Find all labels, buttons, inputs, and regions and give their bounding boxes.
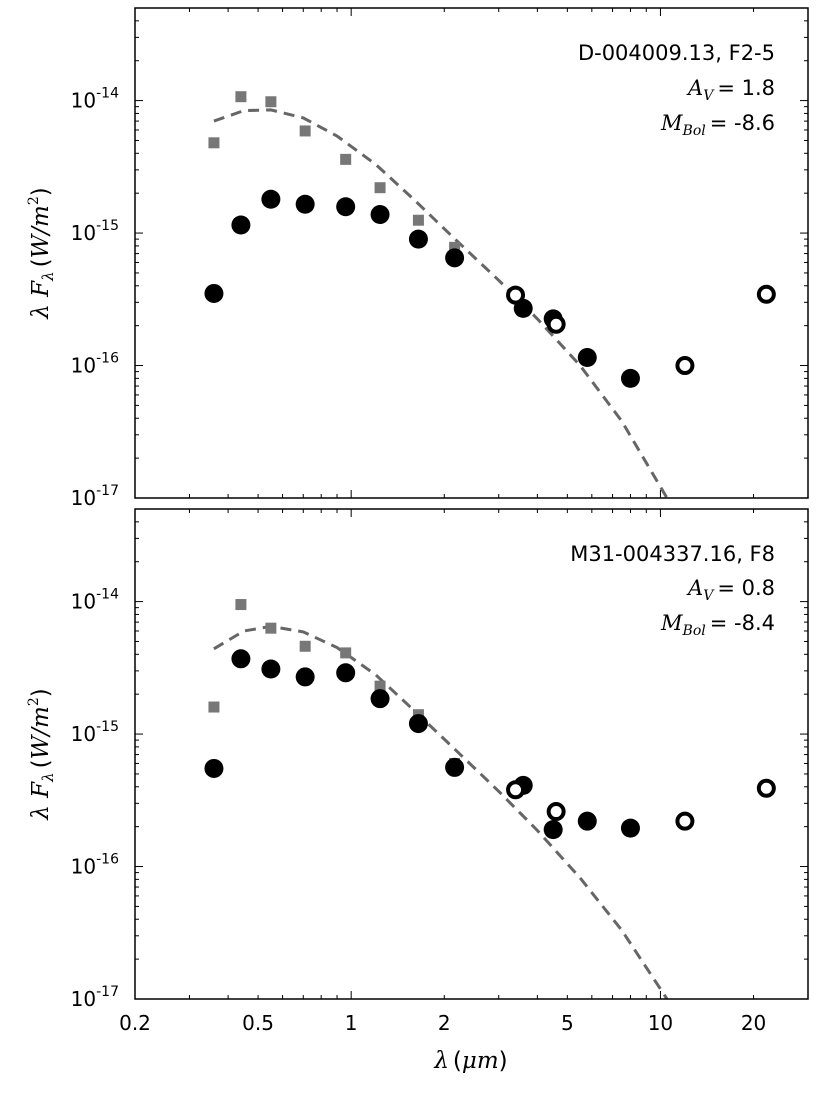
observed-point bbox=[261, 659, 281, 679]
ylabel-bottom: λ Fλ(W/m2) bbox=[26, 688, 57, 820]
dereddened-point bbox=[374, 182, 386, 194]
dereddened-point bbox=[340, 647, 352, 659]
observed-point bbox=[204, 283, 224, 303]
dereddened-point bbox=[299, 125, 311, 137]
x-tick-label: 10 bbox=[648, 1011, 673, 1035]
y-tick-label: 10-15 bbox=[71, 719, 119, 746]
y-tick-label: 10-16 bbox=[71, 852, 119, 879]
observed-point bbox=[408, 229, 428, 249]
wise-point bbox=[546, 802, 566, 822]
observed-point bbox=[204, 758, 224, 778]
annotation-av-bottom: AV = 0.8 bbox=[686, 576, 775, 604]
dereddened-point bbox=[340, 153, 352, 165]
dereddened-point bbox=[299, 640, 311, 652]
observed-point bbox=[620, 818, 640, 838]
observed-point bbox=[620, 368, 640, 388]
y-tick-label: 10-15 bbox=[71, 218, 119, 245]
y-tick-label: 10-16 bbox=[71, 351, 119, 378]
annotation-object-bottom: M31-004337.16, F8 bbox=[570, 542, 775, 566]
dereddened-point bbox=[374, 680, 386, 692]
xlabel: λ (μm) bbox=[433, 1048, 507, 1074]
observed-point bbox=[261, 189, 281, 209]
observed-point bbox=[445, 757, 465, 777]
wise-point bbox=[756, 284, 776, 304]
plot-frame-top bbox=[134, 7, 809, 499]
dereddened-point bbox=[208, 701, 220, 713]
ylabel-top: λ Fλ(W/m2) bbox=[26, 187, 57, 319]
wise-point bbox=[506, 780, 526, 800]
observed-point bbox=[336, 197, 356, 217]
dereddened-point bbox=[235, 599, 247, 611]
observed-point bbox=[295, 194, 315, 214]
y-tick-label: 10-17 bbox=[71, 483, 119, 510]
dereddened-point bbox=[208, 137, 220, 149]
observed-point bbox=[543, 820, 563, 840]
dereddened-point bbox=[265, 622, 277, 634]
observed-point bbox=[231, 215, 251, 235]
x-tick-label: 0.5 bbox=[242, 1011, 274, 1035]
y-tick-label: 10-14 bbox=[71, 86, 119, 113]
observed-point bbox=[370, 205, 390, 225]
x-tick-label: 20 bbox=[741, 1011, 766, 1035]
annotation-mbol-bottom: MBol = -8.4 bbox=[660, 611, 775, 639]
annotation-object-top: D-004009.13, F2-5 bbox=[578, 41, 775, 65]
wise-point bbox=[546, 314, 566, 334]
x-tick-label: 1 bbox=[345, 1011, 358, 1035]
observed-point bbox=[295, 667, 315, 687]
wise-point bbox=[675, 356, 695, 376]
x-tick-label: 0.2 bbox=[119, 1011, 151, 1035]
y-tick-label: 10-17 bbox=[71, 984, 119, 1011]
model-curve bbox=[213, 108, 669, 498]
x-tick-label: 5 bbox=[561, 1011, 574, 1035]
observed-point bbox=[408, 714, 428, 734]
panel-top: 10-14 10-15 10-16 10-17 D-004009.13, F2-5 A… bbox=[26, 7, 809, 510]
annotation-av-top: AV = 1.8 bbox=[686, 76, 775, 104]
dereddened-point bbox=[235, 91, 247, 103]
observed-point bbox=[231, 649, 251, 669]
dereddened-point bbox=[449, 241, 461, 253]
observed-point bbox=[577, 811, 597, 831]
observed-point bbox=[445, 248, 465, 268]
x-tick-labels: 0.2 0.5 1 2 5 10 20 bbox=[119, 1011, 766, 1035]
panel-bottom: 10-14 10-15 10-16 10-17 M31-004337.16, F8 A… bbox=[26, 508, 809, 1011]
observed-point bbox=[370, 689, 390, 709]
wise-point bbox=[506, 285, 526, 305]
wise-point bbox=[756, 778, 776, 798]
plot-frame-bottom bbox=[134, 508, 809, 1000]
observed-point bbox=[577, 347, 597, 367]
y-tick-label: 10-14 bbox=[71, 587, 119, 614]
annotation-mbol-top: MBol = -8.6 bbox=[660, 111, 775, 139]
model-curve bbox=[213, 624, 669, 999]
wise-point bbox=[675, 811, 695, 831]
dereddened-point bbox=[412, 214, 424, 226]
observed-point bbox=[336, 663, 356, 683]
x-tick-label: 2 bbox=[438, 1011, 451, 1035]
dereddened-point bbox=[265, 96, 277, 108]
